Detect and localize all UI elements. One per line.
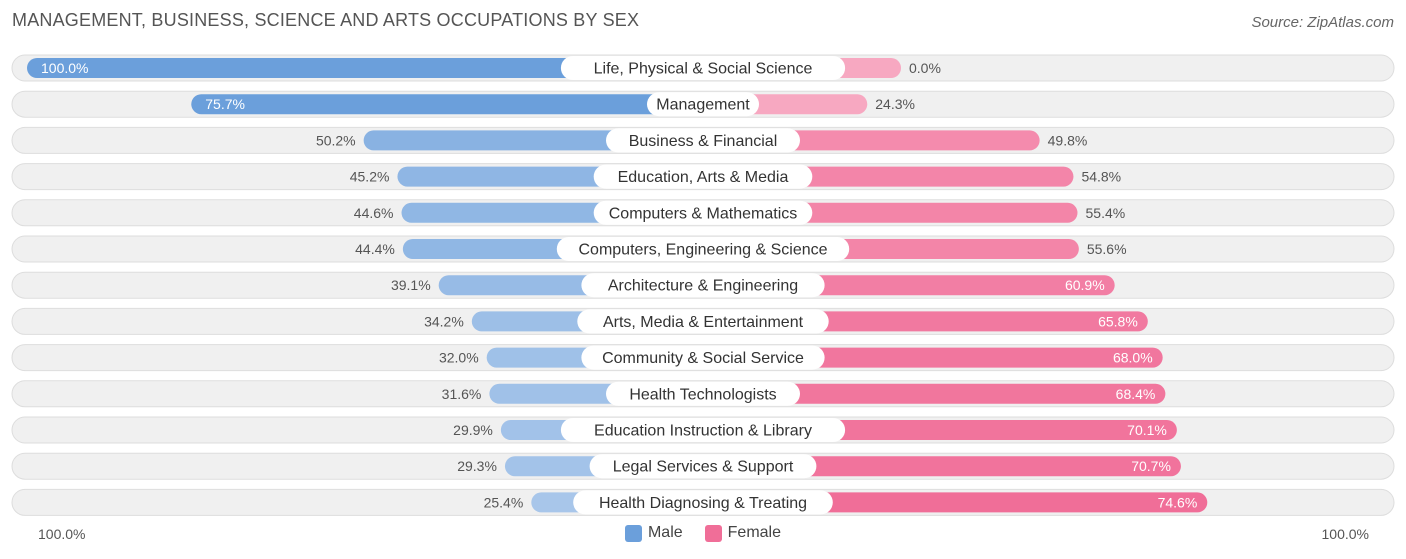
category-label: Management [656,97,750,114]
category-pill [581,273,825,298]
legend-label-male: Male [647,524,683,541]
female-value-label: 49.8% [1048,132,1088,148]
category-label: Architecture & Engineering [608,278,798,295]
axis-right-label: 100.0% [1321,526,1369,542]
category-label: Arts, Media & Entertainment [603,314,804,331]
legend: Male Female [0,524,1406,542]
female-value-label: 54.8% [1081,169,1121,185]
female-value-label: 74.6% [1158,494,1198,510]
category-pill [606,128,800,153]
male-value-label: 50.2% [316,132,356,148]
category-label: Business & Financial [629,133,778,150]
male-value-label: 100.0% [41,60,88,76]
bar-female [703,383,1166,404]
category-label: Education, Arts & Media [618,169,789,186]
legend-item-male[interactable]: Male [624,524,683,542]
female-value-label: 65.8% [1098,313,1138,329]
male-value-label: 45.2% [350,169,390,185]
male-value-label: 34.2% [424,313,464,329]
male-value-label: 44.4% [355,241,395,257]
bar-male [27,58,703,78]
category-pill [577,309,829,334]
category-label: Community & Social Service [602,350,804,367]
female-value-label: 24.3% [875,96,915,112]
category-pill [647,92,759,117]
female-value-label: 0.0% [909,60,941,76]
female-value-label: 55.4% [1086,205,1126,221]
male-value-label: 75.7% [205,96,245,112]
legend-item-female[interactable]: Female [704,524,782,542]
bar-male [191,94,703,115]
category-pill [593,200,813,225]
category-label: Life, Physical & Social Science [594,61,813,78]
category-label: Computers, Engineering & Science [578,242,827,259]
category-label: Health Diagnosing & Treating [599,495,807,512]
category-pill [573,490,833,515]
category-pill [581,345,825,370]
category-label: Legal Services & Support [613,459,794,476]
female-value-label: 70.7% [1131,458,1171,474]
category-pill [589,454,817,479]
category-pill [593,164,813,189]
female-value-label: 68.0% [1113,350,1153,366]
category-pill [606,381,800,406]
category-pill [560,56,846,80]
male-value-label: 31.6% [442,386,482,402]
category-pill [556,237,850,261]
legend-label-female: Female [727,524,782,541]
category-pill [560,418,846,442]
male-value-label: 25.4% [484,494,524,510]
male-value-label: 39.1% [391,277,431,293]
category-label: Computers & Mathematics [609,205,798,222]
bar-female [703,456,1181,477]
category-label: Education Instruction & Library [594,423,812,440]
female-value-label: 60.9% [1065,277,1105,293]
legend-swatch-female [704,524,722,542]
female-value-label: 55.6% [1087,241,1127,257]
male-value-label: 29.9% [453,422,493,438]
axis-left-label: 100.0% [38,526,86,542]
female-value-label: 68.4% [1116,386,1156,402]
male-value-label: 44.6% [354,205,394,221]
male-value-label: 29.3% [457,458,497,474]
legend-swatch-male [624,524,642,542]
male-value-label: 32.0% [439,350,479,366]
chart-title: MANAGEMENT, BUSINESS, SCIENCE AND ARTS O… [12,10,640,30]
female-value-label: 70.1% [1127,422,1167,438]
category-label: Health Technologists [629,386,776,403]
source-label: Source: ZipAtlas.com [1251,14,1394,31]
